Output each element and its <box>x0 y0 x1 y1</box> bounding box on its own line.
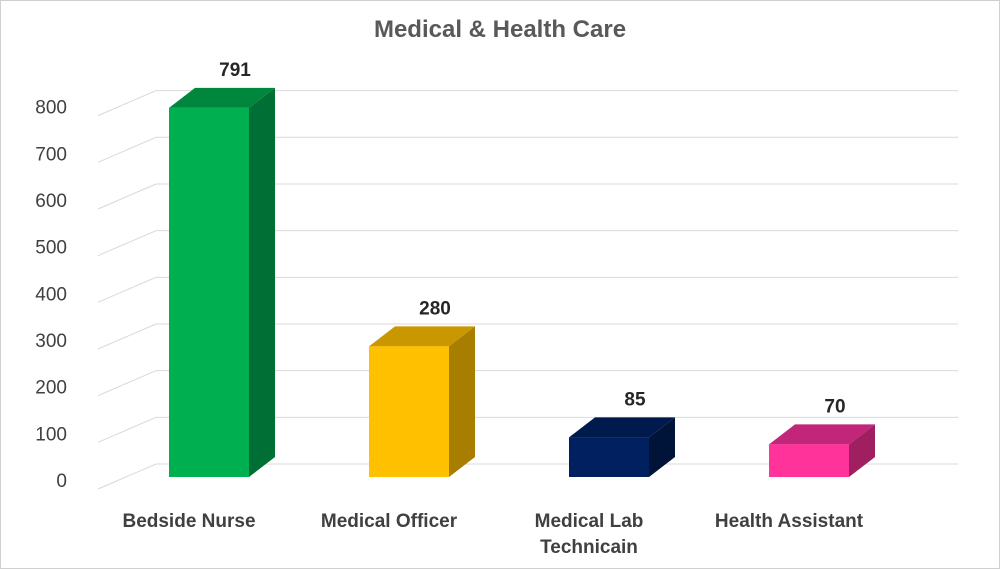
gridline-side-200 <box>97 370 157 397</box>
category-label-line: Medical Lab <box>535 511 644 532</box>
bar-side-face <box>649 417 675 477</box>
y-axis-ticks: 0 100 200 300 400 500 600 700 800 <box>35 98 67 492</box>
category-label-line: Health Assistant <box>715 511 864 532</box>
gridline-side-700 <box>97 136 157 163</box>
gridline-side-800 <box>97 90 157 117</box>
bar-side-face <box>249 87 275 477</box>
bar-top-face <box>569 417 675 438</box>
x-category-label-1: Bedside Nurse <box>122 511 255 532</box>
y-tick-label-500: 500 <box>35 238 67 259</box>
y-tick-label-700: 700 <box>35 144 67 165</box>
gridlines <box>97 90 958 490</box>
bars <box>169 87 875 477</box>
category-label-line: Bedside Nurse <box>122 511 255 532</box>
bar-front-face <box>369 346 449 477</box>
y-tick-label-800: 800 <box>35 98 67 119</box>
category-label-line: Technicain <box>540 537 638 558</box>
y-tick-label-600: 600 <box>35 191 67 212</box>
y-tick-label-400: 400 <box>35 284 67 305</box>
data-labels: 791 280 85 70 <box>219 60 845 417</box>
gridline-side-0 <box>97 463 157 490</box>
x-category-label-2: Medical Officer <box>321 511 458 532</box>
data-label-1: 791 <box>219 60 251 81</box>
x-category-label-4: Health Assistant <box>715 511 864 532</box>
x-category-label-3: Medical Lab Technicain <box>535 511 644 558</box>
bar-side-face <box>449 326 475 477</box>
bar-top-face <box>369 326 475 347</box>
category-labels: Bedside Nurse Medical Officer Medical Lab T… <box>122 511 863 558</box>
gridline-side-400 <box>97 276 157 303</box>
y-tick-label-200: 200 <box>35 378 67 399</box>
bar-side-face <box>849 424 875 477</box>
bar-front-face <box>769 444 849 477</box>
chart-title: Medical & Health Care <box>374 16 626 43</box>
gridline-side-300 <box>97 323 157 350</box>
data-label-4: 70 <box>824 396 845 417</box>
category-label-line: Medical Officer <box>321 511 458 532</box>
bar-2 <box>369 326 475 477</box>
bar-1 <box>169 87 275 477</box>
bar-3 <box>569 417 675 477</box>
gridline-side-500 <box>97 230 157 257</box>
data-label-2: 280 <box>419 298 451 319</box>
bar-front-face <box>169 107 249 477</box>
bar-top-face <box>769 424 875 445</box>
bar-top-face <box>169 87 275 108</box>
gridline-side-100 <box>97 416 157 443</box>
y-tick-label-0: 0 <box>56 471 67 492</box>
bar-4 <box>769 424 875 477</box>
gridline-side-600 <box>97 183 157 210</box>
y-tick-label-100: 100 <box>35 424 67 445</box>
bar-front-face <box>569 437 649 477</box>
y-tick-label-300: 300 <box>35 331 67 352</box>
data-label-3: 85 <box>624 389 646 410</box>
